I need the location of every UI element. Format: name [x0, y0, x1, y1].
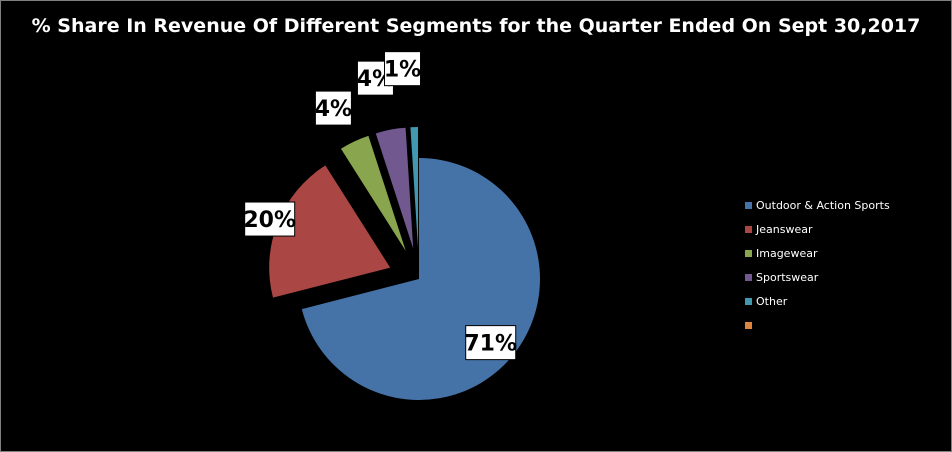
data-label: 4%: [315, 97, 352, 122]
pie-slice-other: [410, 127, 419, 249]
legend-label: Outdoor & Action Sports: [756, 198, 890, 212]
legend-item: Other: [745, 289, 890, 313]
pie-slice-sportswear: [375, 127, 414, 249]
legend-label: Sportswear: [756, 270, 819, 284]
chart-title: % Share In Revenue Of Different Segments…: [31, 15, 921, 37]
data-label: 20%: [243, 208, 296, 233]
legend-swatch: [745, 273, 752, 281]
data-label-box: [244, 201, 296, 237]
legend-item: Jeanswear: [745, 217, 890, 241]
pie-slice-imagewear: [340, 135, 406, 251]
legend-item: [745, 313, 890, 337]
data-label: 71%: [464, 332, 517, 357]
legend-label: Jeanswear: [756, 222, 813, 236]
pie-slice-jeanswear: [269, 165, 391, 298]
legend-item: Imagewear: [745, 241, 890, 265]
legend-swatch: [745, 201, 752, 209]
legend-swatch: [745, 297, 752, 305]
legend-item: Sportswear: [745, 265, 890, 289]
data-label-box: [314, 90, 352, 126]
legend-label: Imagewear: [756, 246, 818, 260]
data-label-box: [465, 325, 517, 361]
legend-item: Outdoor & Action Sports: [745, 193, 890, 217]
legend-label: Other: [756, 294, 788, 308]
legend-swatch: [745, 225, 752, 233]
data-label: 1%: [384, 58, 421, 83]
legend-swatch: [745, 321, 752, 329]
data-label-box: [384, 51, 422, 87]
legend-swatch: [745, 249, 752, 257]
legend: Outdoor & Action Sports Jeanswear Imagewea…: [745, 193, 890, 337]
